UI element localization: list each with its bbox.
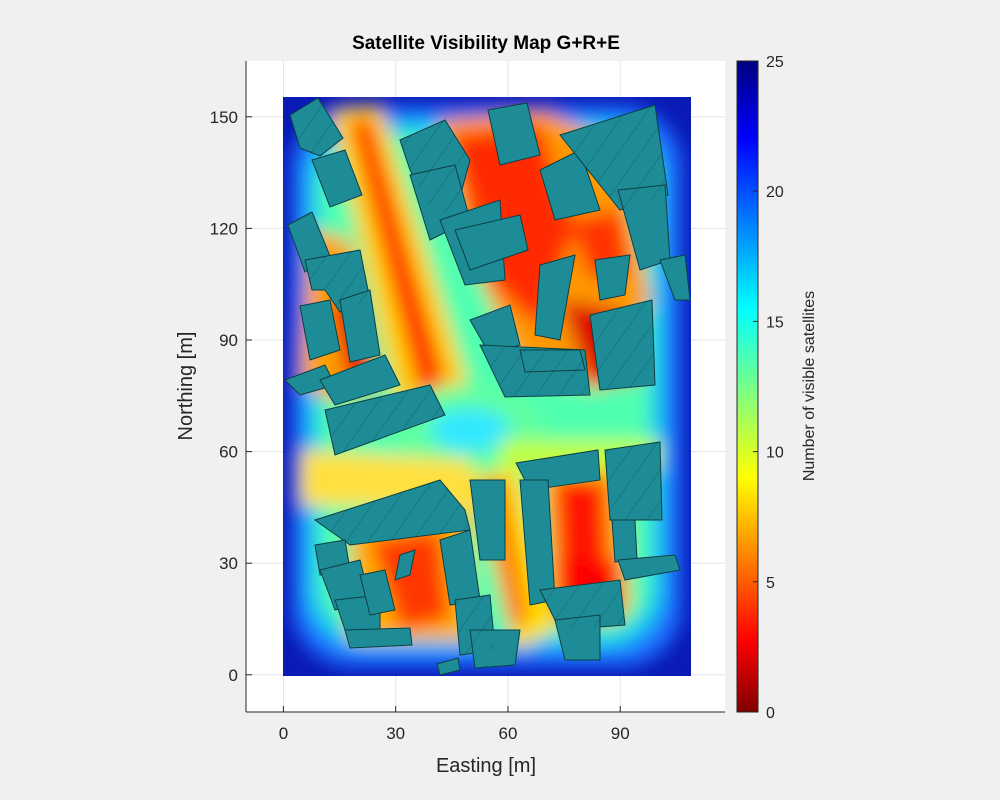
y-tick-label: 30 <box>219 554 238 573</box>
colorbar <box>736 60 759 713</box>
x-tick-label: 0 <box>279 724 288 743</box>
colorbar-tick-label: 0 <box>766 705 775 722</box>
y-tick-label: 0 <box>229 666 238 685</box>
colorbar-tick-label: 5 <box>766 575 775 592</box>
y-axis-label: Northing [m] <box>175 332 197 441</box>
y-tick-label: 120 <box>210 219 238 238</box>
colorbar-tick-label: 20 <box>766 184 784 201</box>
y-tick-label: 150 <box>210 108 238 127</box>
y-tick-label: 90 <box>219 331 238 350</box>
x-axis-label: Easting [m] <box>436 755 536 777</box>
colorbar-tick-label: 15 <box>766 314 784 331</box>
colorbar-tick-label: 25 <box>766 54 784 71</box>
x-axis-ticks: 0 30 60 90 <box>279 706 630 743</box>
y-tick-label: 60 <box>219 443 238 462</box>
colorbar-label: Number of visible satellites <box>801 291 818 481</box>
buildings <box>284 97 691 676</box>
x-tick-label: 30 <box>386 724 405 743</box>
y-axis-ticks: 0 30 60 90 120 150 <box>210 108 252 685</box>
x-tick-label: 90 <box>611 724 630 743</box>
chart-title: Satellite Visibility Map G+R+E <box>352 33 620 54</box>
colorbar-ticks: 0 5 10 15 20 25 <box>753 54 784 722</box>
axes-frame <box>245 61 725 713</box>
x-tick-label: 60 <box>498 724 517 743</box>
colorbar-tick-label: 10 <box>766 445 784 462</box>
